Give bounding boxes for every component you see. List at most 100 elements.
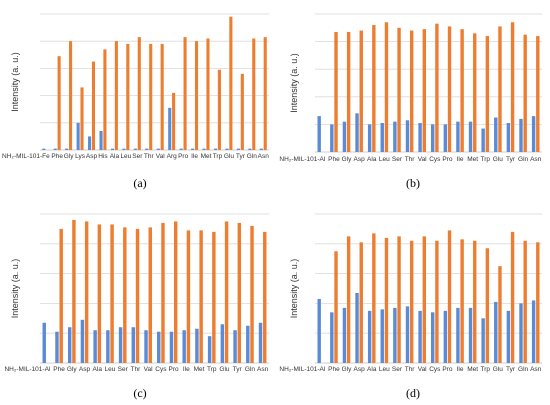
bar-blue-1	[55, 331, 59, 363]
bar-blue-4	[367, 124, 372, 152]
x-tick-label: Asp	[79, 366, 91, 373]
bar-blue-15	[213, 148, 218, 150]
bar-blue-10	[443, 310, 448, 363]
bar-blue-14	[220, 324, 225, 363]
bar-orange-14	[498, 26, 502, 153]
bar-blue-6	[393, 307, 397, 363]
x-tick-label: Asp	[354, 366, 366, 373]
bar-blue-3	[76, 122, 80, 150]
x-tick-label: Met	[201, 153, 212, 160]
x-tick-label: Leu	[105, 366, 116, 373]
x-tick-label: Trp	[480, 156, 490, 163]
bar-orange-7	[135, 228, 140, 363]
bar-orange-12	[199, 230, 203, 363]
bar-orange-7	[126, 43, 130, 150]
bar-orange-11	[186, 230, 191, 363]
bar-orange-17	[240, 73, 244, 150]
bar-orange-2	[72, 219, 76, 363]
bar-orange-3	[80, 87, 84, 150]
bar-orange-14	[206, 38, 210, 151]
bar-blue-10	[443, 124, 448, 152]
bar-blue-5	[99, 130, 103, 150]
bar-blue-0	[317, 298, 321, 363]
bar-blue-3	[355, 113, 359, 152]
panel-label: (b)	[406, 176, 420, 190]
bar-orange-14	[224, 221, 229, 363]
x-tick-label: Gln	[247, 153, 258, 160]
x-tick-label: Ser	[132, 153, 143, 160]
x-tick-label: Tyr	[236, 153, 246, 160]
bar-blue-6	[393, 121, 397, 152]
bar-blue-2	[342, 307, 347, 363]
bar-orange-4	[97, 224, 102, 363]
x-tick-label: Tyr	[506, 366, 516, 373]
bar-blue-17	[531, 116, 536, 152]
x-tick-label: Ile	[457, 156, 464, 163]
x-tick-label: Ala	[93, 366, 103, 373]
bar-blue-0	[42, 148, 46, 150]
bar-blue-5	[380, 123, 384, 152]
bar-orange-9	[435, 23, 439, 152]
x-tick-label: Asp	[354, 156, 366, 163]
bar-orange-10	[173, 221, 178, 363]
bar-orange-8	[422, 236, 426, 363]
bar-blue-12	[195, 328, 199, 363]
bar-orange-15	[510, 231, 515, 363]
bar-blue-1	[330, 124, 334, 152]
bar-orange-4	[372, 233, 376, 363]
chart-panel-c: NH₂-MIL-101-Al Phe Gly Asp Ala Leu Ser Thr Val Cy…	[4, 213, 269, 400]
x-tick-label: Thr	[405, 366, 416, 373]
bar-orange-2	[346, 31, 351, 152]
x-tick-label: Pro	[442, 366, 453, 373]
x-tick-label: Pro	[178, 153, 189, 160]
bar-blue-11	[456, 121, 460, 152]
bar-orange-15	[217, 69, 221, 150]
bar-orange-3	[359, 30, 363, 153]
x-tick-label: NH₂-MIL-101-Al	[279, 156, 325, 163]
x-tick-label: NH₂-MIL-101-Fe	[2, 153, 50, 160]
bar-orange-1	[334, 251, 338, 363]
bar-orange-16	[229, 16, 233, 150]
y-axis-label: Intensity (a. u.)	[289, 259, 299, 319]
x-tick-label: Ala	[110, 153, 120, 160]
bar-blue-8	[133, 148, 137, 150]
bar-blue-0	[42, 322, 46, 363]
bar-blue-6	[110, 148, 115, 150]
bar-orange-8	[422, 29, 426, 152]
bar-orange-1	[334, 31, 338, 152]
bar-blue-2	[67, 327, 72, 363]
panel-label: (d)	[406, 386, 420, 400]
y-axis-label: Intensity (a. u.)	[10, 259, 20, 319]
bar-blue-7	[405, 120, 410, 152]
bar-blue-16	[225, 148, 229, 150]
bar-orange-13	[485, 248, 490, 363]
x-tick-label: NH₂-MIL-101-Al	[4, 366, 50, 373]
x-tick-label: Val	[144, 366, 153, 373]
bar-orange-12	[473, 240, 477, 363]
x-tick-label: Met	[467, 156, 478, 163]
x-tick-label: Ala	[367, 366, 377, 373]
chart-panel-b: NH₂-MIL-101-Al Phe Gly Asp Ala Leu Ser Thr Val Cy…	[279, 13, 542, 190]
bar-blue-13	[207, 336, 212, 363]
bar-orange-15	[510, 22, 515, 153]
bar-orange-4	[91, 61, 96, 150]
y-axis-label: Intensity (a. u.)	[10, 52, 20, 112]
bar-orange-16	[523, 34, 527, 153]
chart-panel-a: NH₂-MIL-101-Fe Phe Gly Lys Asp His Ala Leu Ser Th…	[2, 13, 269, 190]
bar-blue-3	[80, 319, 85, 363]
x-tick-label: Ala	[367, 156, 377, 163]
bar-blue-17	[258, 322, 263, 363]
bar-blue-2	[342, 121, 347, 152]
bar-orange-10	[447, 26, 452, 153]
bar-blue-7	[122, 148, 126, 150]
bar-orange-2	[69, 41, 73, 151]
bar-orange-5	[384, 22, 389, 153]
x-tick-label: Cys	[155, 366, 167, 373]
bar-blue-13	[481, 128, 485, 152]
bar-orange-9	[435, 240, 439, 363]
bar-blue-11	[456, 307, 460, 363]
bar-orange-13	[212, 231, 216, 363]
bar-blue-12	[468, 307, 473, 363]
bar-orange-1	[57, 56, 61, 150]
x-tick-label: Trp	[480, 366, 490, 373]
